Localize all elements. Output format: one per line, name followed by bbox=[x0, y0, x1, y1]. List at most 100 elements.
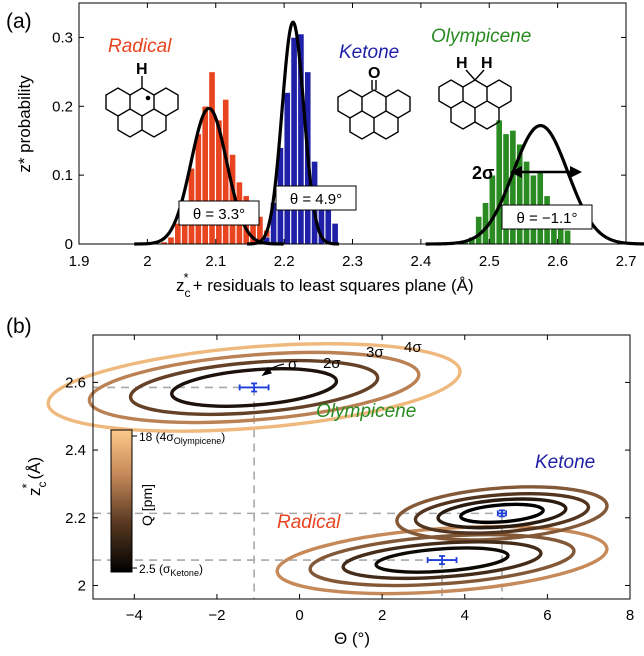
ketone-theta-box: θ = 4.9° bbox=[275, 185, 357, 211]
group-label-radical: Radical bbox=[277, 512, 341, 533]
y-axis-ticks: 0 0.1 0.2 0.3 bbox=[52, 29, 626, 253]
ellipse-radical bbox=[374, 546, 510, 574]
hist-bar-olympicene bbox=[488, 174, 496, 245]
ellipse-olympicene bbox=[46, 342, 462, 433]
y-tick-label: 0.1 bbox=[52, 167, 73, 184]
ellipse-ketone bbox=[436, 497, 568, 530]
ellipse-ketone bbox=[413, 491, 591, 535]
ellipse-radical bbox=[341, 540, 543, 581]
x-tick-label-b: 6 bbox=[543, 607, 551, 624]
radical-theta-box: θ = 3.3° bbox=[178, 200, 260, 226]
y-axis-ticks-b: 2 2.2 2.4 2.6 bbox=[65, 374, 630, 594]
x-tick-label-b: 4 bbox=[461, 607, 469, 624]
ellipse-radical bbox=[308, 532, 576, 588]
x-axis-label-b: Θ (°) bbox=[334, 629, 370, 648]
data-points bbox=[238, 382, 507, 566]
hist-bar-radical bbox=[174, 223, 182, 245]
y-axis-label-b: zc*(Å) bbox=[19, 457, 49, 496]
colorbar-gradient bbox=[110, 429, 133, 573]
colorbar-bottom-label: 2.5 (σKetone) bbox=[139, 562, 203, 578]
colorbar-top-label: 18 (4σOlympicene) bbox=[139, 430, 225, 446]
y-tick-label-b: 2.6 bbox=[65, 374, 86, 391]
olympicene-h-atom-1: H bbox=[456, 55, 468, 72]
ellipse-olympicene bbox=[87, 350, 421, 425]
x-tick-label-b: −2 bbox=[208, 607, 225, 624]
y-tick-label: 0 bbox=[65, 236, 73, 253]
label-radical: Radical bbox=[108, 36, 172, 57]
group-label-olympicene: Olympicene bbox=[316, 401, 416, 422]
x-tick-label-b: −4 bbox=[126, 607, 143, 624]
radical-molecule bbox=[105, 76, 179, 138]
x-tick-label: 2.5 bbox=[479, 253, 500, 270]
x-tick-label: 2.1 bbox=[205, 253, 226, 270]
panel-a-label: (a) bbox=[6, 10, 32, 33]
x-tick-label: 2.7 bbox=[616, 253, 637, 270]
point-radical bbox=[426, 555, 458, 566]
hist-bar-olympicene bbox=[564, 229, 572, 245]
ellipse-ketone bbox=[395, 485, 609, 542]
hist-bar-olympicene bbox=[523, 161, 530, 245]
hist-bar-radical bbox=[167, 236, 175, 245]
x-tick-label: 2.2 bbox=[274, 253, 295, 270]
plot-frame-b bbox=[92, 334, 631, 600]
svg-text:θ = −1.1°: θ = −1.1° bbox=[516, 210, 577, 227]
sigma-label-1: σ bbox=[288, 356, 298, 373]
hist-bar-ketone bbox=[290, 37, 298, 245]
gaussian-fit-ketone bbox=[247, 20, 339, 246]
colorbar: 18 (4σOlympicene) 2.5 (σKetone) Q [pm] bbox=[110, 429, 225, 578]
panel-a: (a) 1.9 2 2.1 2.2 2.3 2.4 2.5 2.6 2.7 0 0.1 0.2 0.3… bbox=[6, 2, 644, 300]
sigma-pointer-arrow bbox=[261, 363, 285, 376]
ellipse-olympicene bbox=[170, 367, 339, 408]
group-label-ketone: Ketone bbox=[535, 452, 595, 473]
point-ketone bbox=[496, 509, 507, 518]
svg-text:θ = 4.9°: θ = 4.9° bbox=[290, 191, 342, 208]
ketone-o-atom: O bbox=[368, 65, 380, 82]
y-tick-label-b: 2 bbox=[78, 577, 86, 594]
olympicene-theta-box: θ = −1.1° bbox=[501, 204, 593, 230]
x-tick-label: 2 bbox=[143, 253, 151, 270]
ellipse-ketone bbox=[459, 502, 545, 525]
gaussian-fit-olympicene bbox=[425, 123, 644, 246]
hist-bar-olympicene bbox=[475, 216, 483, 245]
ellipse-radical bbox=[275, 524, 609, 596]
x-tick-label-b: 8 bbox=[626, 607, 634, 624]
hist-bar-ketone bbox=[283, 92, 291, 245]
sigma-label-4: 4σ bbox=[404, 339, 422, 356]
y-tick-label-b: 2.2 bbox=[65, 510, 86, 527]
y-axis-label: z* probability bbox=[15, 75, 34, 173]
x-tick-label-b: 0 bbox=[295, 607, 303, 624]
radical-h-atom: H bbox=[136, 61, 148, 78]
sigma-label-2: 2σ bbox=[323, 355, 341, 372]
x-axis-label: zc* + residuals to least squares plane (Å… bbox=[176, 270, 474, 300]
hist-bar-olympicene bbox=[495, 119, 503, 245]
panel-b: (b) −4 −2 0 2 4 6 8 2 2.2 2.4 2.6 Θ (°) zc*(Å) Ol… bbox=[6, 315, 634, 648]
x-tick-label: 1.9 bbox=[69, 253, 90, 270]
ketone-molecule bbox=[337, 80, 411, 140]
y-tick-label: 0.2 bbox=[52, 98, 73, 115]
x-tick-label: 2.3 bbox=[342, 253, 363, 270]
confidence-ellipses bbox=[46, 342, 609, 596]
sigma-label-3: 3σ bbox=[366, 344, 384, 361]
point-olympicene bbox=[238, 382, 270, 393]
x-tick-label-b: 2 bbox=[378, 607, 386, 624]
olympicene-molecule bbox=[438, 69, 512, 130]
hist-bar-ketone bbox=[331, 223, 339, 245]
y-tick-label: 0.3 bbox=[52, 29, 73, 46]
ellipse-olympicene bbox=[128, 358, 380, 417]
x-axis-ticks-b: −4 −2 0 2 4 6 8 bbox=[126, 335, 634, 624]
colorbar-label: Q [pm] bbox=[139, 484, 155, 526]
x-tick-label: 2.6 bbox=[547, 253, 568, 270]
label-olympicene: Olympicene bbox=[431, 26, 531, 47]
svg-text:θ = 3.3°: θ = 3.3° bbox=[193, 206, 245, 223]
olympicene-h-atom-2: H bbox=[481, 55, 493, 72]
y-tick-label-b: 2.4 bbox=[65, 442, 86, 459]
gaussian-fits bbox=[134, 20, 644, 246]
hist-bar-radical bbox=[194, 133, 202, 245]
two-sigma-arrow bbox=[510, 166, 582, 178]
hist-bar-ketone bbox=[324, 209, 332, 245]
panel-b-label: (b) bbox=[6, 315, 32, 338]
x-axis-ticks: 1.9 2 2.1 2.2 2.3 2.4 2.5 2.6 2.7 bbox=[69, 3, 637, 270]
x-tick-label: 2.4 bbox=[410, 253, 431, 270]
two-sigma-label: 2σ bbox=[472, 163, 494, 183]
